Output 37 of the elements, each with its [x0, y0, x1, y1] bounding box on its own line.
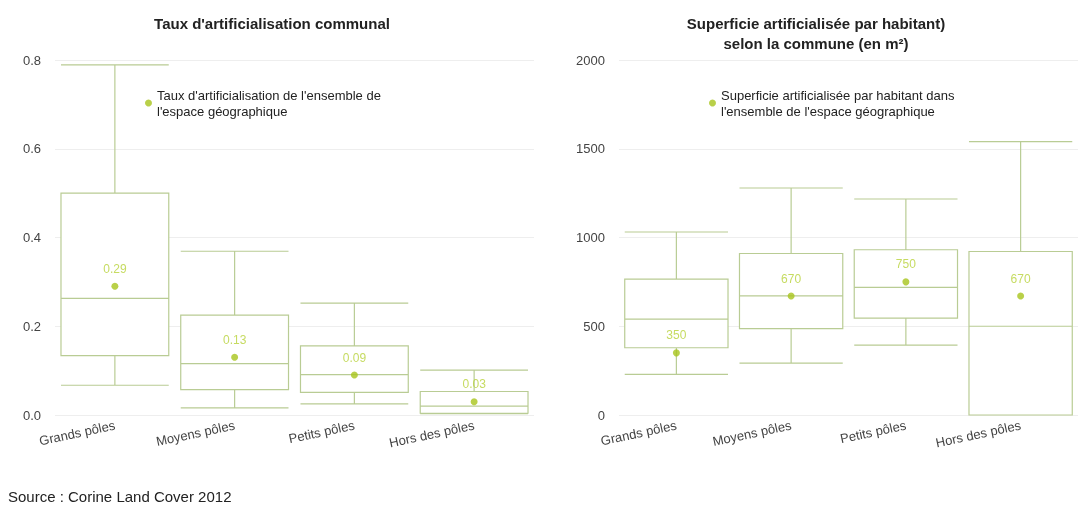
- x-tick-label: Moyens pôles: [711, 417, 794, 449]
- x-tick-label: Moyens pôles: [154, 417, 237, 449]
- y-tick-label: 0.0: [22, 407, 41, 423]
- x-tick-label: Petits pôles: [287, 417, 357, 447]
- y-tick-label: 0: [597, 407, 605, 423]
- data-label: 350: [666, 328, 687, 343]
- x-tick-label: Hors des pôles: [934, 417, 1023, 451]
- point: [902, 278, 910, 286]
- point: [111, 282, 119, 290]
- point: [470, 398, 478, 406]
- y-tick-label: 0.4: [22, 230, 41, 245]
- data-label: 750: [895, 257, 917, 272]
- source-note: Source : Corine Land Cover 2012: [8, 488, 232, 505]
- data-label: 670: [1010, 271, 1031, 286]
- legend-label: Taux d'artificialisation de l'ensemble de l'espace géographique: [157, 87, 385, 119]
- data-label: 0.09: [342, 350, 367, 365]
- data-label: 0.29: [103, 261, 127, 276]
- data-label: 0.03: [462, 377, 487, 392]
- x-tick-label: Hors des pôles: [387, 417, 477, 451]
- point: [350, 371, 358, 379]
- x-tick-label: Petits pôles: [838, 417, 908, 447]
- point: [1017, 292, 1025, 300]
- point: [787, 292, 795, 300]
- y-tick-label: 500: [583, 318, 605, 334]
- chart-title: Superficie artificialisée par habitant) selon la commune (en m²): [686, 14, 946, 52]
- y-tick-label: 0.2: [22, 318, 41, 334]
- y-tick-label: 0.6: [22, 141, 41, 157]
- data-label: 670: [781, 271, 802, 286]
- point: [231, 353, 239, 361]
- y-tick-label: 1500: [576, 141, 605, 157]
- point: [672, 349, 680, 357]
- y-tick-label: 2000: [576, 52, 605, 68]
- chart-title: Taux d'artificialisation communal: [154, 14, 390, 32]
- y-tick-label: 1000: [576, 230, 605, 245]
- legend-label: Superficie artificialisée par habitant dans l'ensemble de l'espace géographique: [721, 87, 959, 119]
- y-tick-label: 0.8: [22, 52, 41, 68]
- data-label: 0.13: [222, 332, 247, 347]
